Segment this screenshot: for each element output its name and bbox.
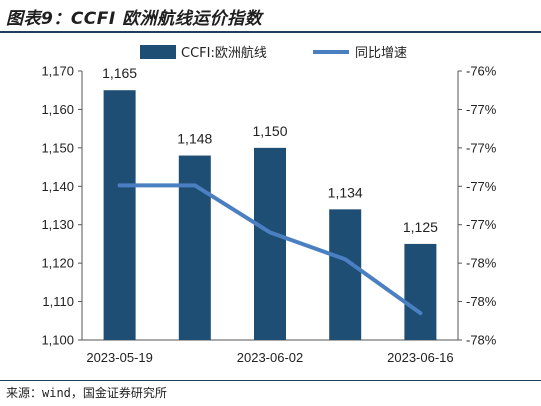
y-right-tick-label: -78% [466, 294, 497, 309]
y-left-tick-label: 1,160 [41, 102, 74, 117]
bar [103, 90, 136, 340]
line-point [269, 231, 271, 233]
legend-swatch-bar [140, 45, 176, 59]
y-left-tick-label: 1,120 [41, 256, 74, 271]
bar-data-label: 1,148 [177, 131, 212, 147]
y-right-tick-label: -76% [466, 64, 497, 79]
bar-data-label: 1,125 [403, 219, 438, 235]
y-left-tick-label: 1,110 [42, 294, 74, 309]
x-tick-label: 2023-05-19 [86, 350, 153, 365]
y-left-tick-label: 1,150 [41, 140, 74, 155]
y-left-tick-label: 1,140 [41, 179, 74, 194]
line-point [419, 312, 421, 314]
line-point [194, 184, 196, 186]
chart: 1,170 1,160 1,150 1,140 1,130 1,120 1,110 1,100… [41, 45, 497, 365]
y-left-tick-label: 1,130 [41, 217, 74, 232]
footer-rule [0, 380, 541, 381]
bar-data-label: 1,165 [102, 65, 137, 81]
source-note: 来源：wind，国金证券研究所 [6, 386, 167, 400]
y-left-tick-label: 1,170 [41, 64, 74, 79]
y-right-tick-label: -77% [466, 102, 497, 117]
y-right-tick-label: -78% [466, 256, 497, 271]
chart-title: 图表9：CCFI 欧洲航线运价指数 [6, 9, 263, 29]
bar-data-label: 1,150 [252, 123, 287, 139]
legend-label-line: 同比增速 [355, 46, 407, 61]
y-right-tick-label: -77% [466, 140, 497, 155]
bar [329, 209, 362, 340]
bar [404, 243, 437, 340]
bar [178, 155, 211, 340]
y-left-tick-label: 1,100 [41, 333, 74, 348]
x-tick-label: 2023-06-16 [387, 350, 454, 365]
legend-label-bar: CCFI:欧洲航线 [181, 45, 267, 61]
line-point [344, 258, 346, 260]
x-tick-label: 2023-06-02 [237, 350, 304, 365]
line-point [119, 184, 121, 186]
y-right-tick-label: -78% [466, 333, 497, 348]
bar-data-label: 1,134 [328, 184, 363, 200]
y-right-tick-label: -77% [466, 217, 497, 232]
bar [254, 147, 286, 340]
title-rule [0, 31, 541, 33]
y-right-tick-label: -77% [466, 179, 497, 194]
